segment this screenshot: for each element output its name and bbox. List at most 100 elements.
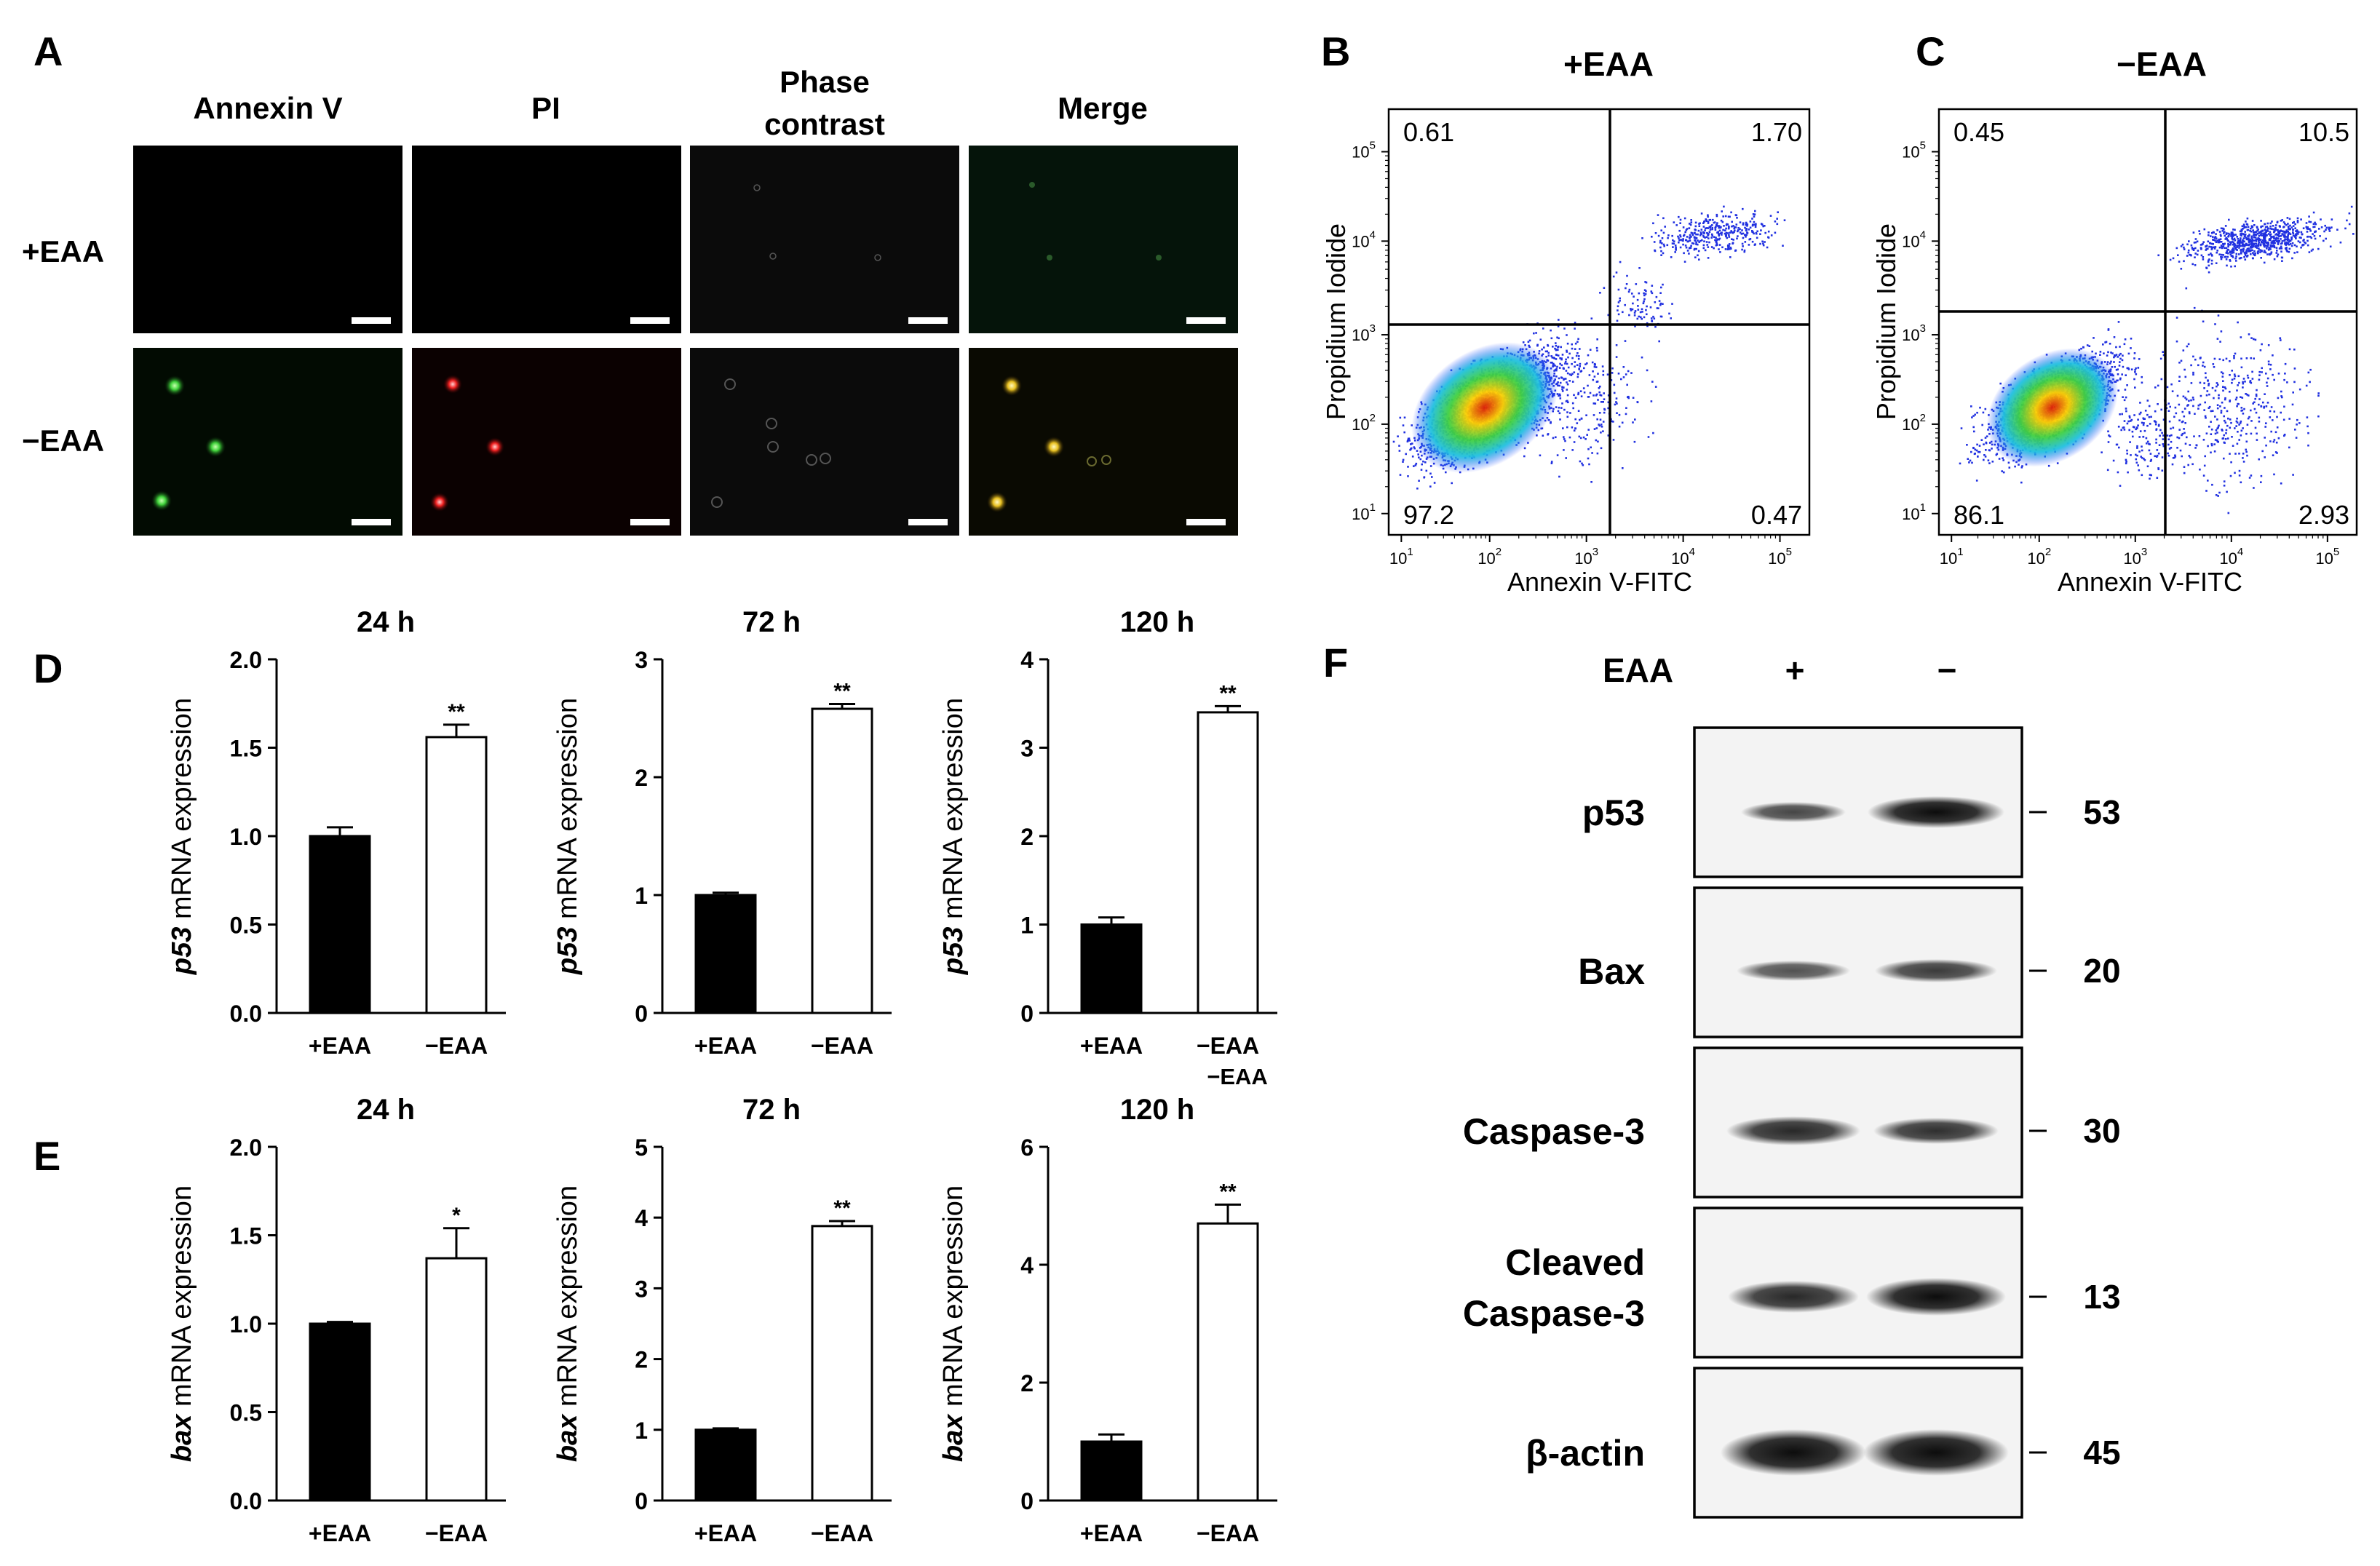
col-header-annexin: Annexin V (193, 91, 342, 125)
y-tick-label: 5 (635, 1134, 648, 1161)
y-tick-label: 0 (635, 1488, 648, 1514)
x-tick-label: +EAA (694, 1033, 757, 1059)
flow-ylabel-c: Propidium Iodide (1871, 223, 1901, 420)
x-tick-label: −EAA (1197, 1033, 1259, 1059)
panel-label-c: C (1916, 28, 1945, 74)
x-tick-label: 104 (1671, 546, 1695, 568)
y-tick-label: 2 (1020, 824, 1034, 850)
kda-label: 45 (2083, 1434, 2120, 1471)
blot-header-eaa: EAA (1603, 651, 1673, 689)
y-axis-label: bax mRNA expression (552, 1185, 583, 1462)
y-tick-label: 0.5 (230, 913, 262, 939)
x-tick-label: +EAA (309, 1033, 371, 1059)
blot-band (1728, 1281, 1859, 1313)
protein-label: p53 (1582, 792, 1645, 833)
significance-label: ** (448, 700, 465, 724)
quadrant-ll: 97.2 (1403, 500, 1454, 530)
x-tick-label: 105 (2315, 546, 2339, 568)
col-header-phase: Phase (780, 65, 870, 99)
y-tick-label: 2 (635, 765, 648, 791)
blot-band (1721, 1429, 1866, 1476)
protein-label: Bax (1578, 951, 1645, 992)
y-axis-label: bax mRNA expression (167, 1185, 197, 1462)
y-tick-label: 2 (1020, 1370, 1034, 1396)
y-axis-label: bax mRNA expression (938, 1185, 969, 1462)
chart-title: 72 h (742, 1094, 801, 1126)
blot-row: 45 β-actin (1526, 1367, 2121, 1519)
protein-label: Caspase-3 (1463, 1111, 1645, 1152)
kda-label: 30 (2083, 1112, 2120, 1150)
scale-bar (630, 317, 670, 324)
y-axis-label: p53 mRNA expression (167, 698, 197, 975)
y-axis-label: p53 mRNA expression (938, 698, 969, 975)
x-tick-label: 103 (1574, 546, 1598, 568)
bar (309, 1322, 371, 1502)
y-tick-label: 3 (635, 647, 648, 673)
y-tick-label: 2.0 (230, 647, 262, 673)
x-tick-label: −EAA (1197, 1520, 1259, 1546)
blot-band (1873, 1118, 1999, 1144)
panel-label-d: D (33, 645, 63, 691)
protein-label: β-actin (1526, 1433, 1645, 1474)
blot-header-minus: − (1937, 651, 1957, 689)
micrograph-row-plus (133, 146, 1238, 333)
y-tick-label: 102 (1352, 412, 1376, 434)
y-tick-label: 0 (635, 1001, 648, 1027)
bar-chart-d-120h: 120 h 0 1 2 3 4 p53 mRNA expression +EAA ** −EAA (938, 606, 1277, 1059)
scale-bar (908, 317, 948, 324)
x-tick-label: 105 (1768, 546, 1792, 568)
y-tick-label: 0 (1020, 1488, 1034, 1514)
y-tick-label: 6 (1020, 1134, 1034, 1161)
x-tick-label: 103 (2123, 546, 2147, 568)
blot-band (1737, 961, 1850, 981)
quadrant-ul: 0.45 (1953, 117, 2004, 147)
stray-axis-label: −EAA (1207, 1064, 1268, 1089)
flow-plot-b: 0.61 1.70 97.2 0.47 101 101 102 102 103 103 10… (1321, 108, 1811, 597)
scale-bar (908, 519, 948, 525)
x-tick-label: +EAA (1080, 1520, 1143, 1546)
blot-row: 53 p53 (1582, 726, 2121, 878)
significance-label: ** (1219, 681, 1237, 705)
row-label-minus: −EAA (22, 424, 104, 458)
y-tick-label: 4 (635, 1205, 648, 1231)
chart-title: 24 h (357, 606, 415, 638)
panel-label-a: A (33, 28, 63, 74)
y-tick-label: 102 (1902, 412, 1926, 434)
blot-band (1863, 1429, 2009, 1476)
scale-bar (352, 317, 391, 324)
bar (694, 894, 757, 1014)
blot-row: 30 Caspase-3 (1463, 1046, 2121, 1199)
blot-band (1875, 959, 1997, 982)
protein-label: Cleaved (1505, 1242, 1645, 1283)
kda-label: 13 (2083, 1278, 2120, 1316)
bar-chart-d-24h: 24 h 0.0 0.5 1.0 1.5 2.0 p53 mRNA expression +E… (167, 606, 506, 1059)
bar (1197, 711, 1259, 1014)
blot-row: 13 Cleaved Caspase-3 (1463, 1207, 2121, 1359)
y-tick-label: 103 (1352, 322, 1376, 344)
blot-row: 20 Bax (1578, 886, 2121, 1038)
x-tick-label: −EAA (425, 1033, 488, 1059)
col-header-merge: Merge (1058, 91, 1148, 125)
x-tick-label: +EAA (309, 1520, 371, 1546)
bar (694, 1428, 757, 1502)
quadrant-ll: 86.1 (1953, 500, 2004, 530)
y-tick-label: 1 (635, 883, 648, 909)
bar (811, 1225, 873, 1502)
bar-charts: 24 h 0.0 0.5 1.0 1.5 2.0 p53 mRNA expression +E… (167, 606, 1277, 1546)
micrograph-phase-minus (690, 348, 959, 536)
y-tick-label: 3 (635, 1276, 648, 1302)
quadrant-ur: 1.70 (1751, 117, 1802, 147)
bar (425, 1257, 488, 1502)
kda-label: 53 (2083, 793, 2120, 831)
x-tick-label: +EAA (1080, 1033, 1143, 1059)
y-tick-label: 101 (1902, 501, 1926, 523)
chart-title: 120 h (1120, 606, 1194, 638)
x-tick-label: −EAA (425, 1520, 488, 1546)
micrograph-pi-plus (412, 146, 681, 333)
y-tick-label: 2.0 (230, 1134, 262, 1161)
y-tick-label: 0.0 (230, 1488, 262, 1514)
flow-title-b: +EAA (1563, 45, 1654, 83)
y-tick-label: 1.5 (230, 1223, 262, 1249)
x-tick-label: 102 (1477, 546, 1502, 568)
col-header-pi: PI (531, 91, 560, 125)
